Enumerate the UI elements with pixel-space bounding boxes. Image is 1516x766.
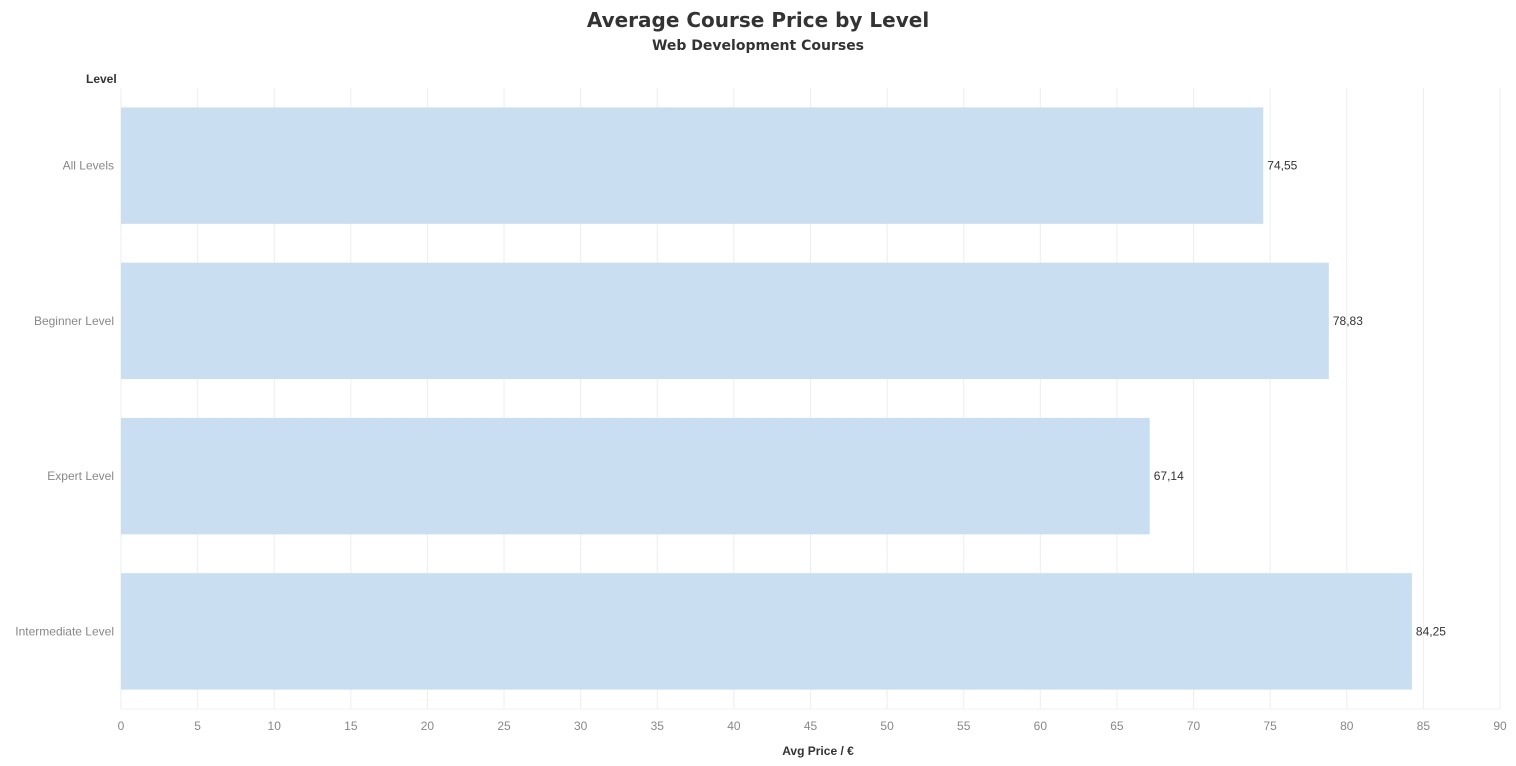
x-tick-label: 0 [118,719,125,733]
x-tick-label: 70 [1187,719,1201,733]
category-labels: All Levels Beginner Level Expert Level Inte… [15,159,114,639]
x-tick-label: 80 [1340,719,1354,733]
bar[interactable] [121,417,1150,535]
x-tick-label: 35 [651,719,665,733]
x-axis-title: Avg Price / € [782,744,854,758]
chart-subtitle: Web Development Courses [651,38,865,54]
bar[interactable] [121,262,1329,380]
y-axis-header: Level [86,72,117,86]
data-labels: 74,55 78,83 67,14 84,25 [1154,159,1447,639]
category-label: Expert Level [47,469,114,483]
data-label: 67,14 [1154,469,1184,483]
x-tick-label: 10 [268,719,282,733]
x-tick-label: 40 [727,719,741,733]
bar[interactable] [121,573,1412,690]
x-tick-label: 50 [880,719,894,733]
bar[interactable] [121,107,1264,224]
data-label: 78,83 [1333,314,1363,328]
x-axis-ticks: 0 5 10 15 20 25 30 35 40 45 50 55 60 65 70 75 80 85 90 [118,719,1507,733]
x-tick-label: 30 [574,719,588,733]
bars [121,107,1412,690]
category-label: Intermediate Level [15,624,114,638]
x-tick-label: 55 [957,719,971,733]
x-tick-label: 85 [1417,719,1431,733]
x-tick-label: 90 [1493,719,1507,733]
data-label: 74,55 [1267,159,1297,173]
x-tick-label: 15 [344,719,358,733]
chart-title: Average Course Price by Level [586,8,930,32]
x-tick-label: 20 [421,719,435,733]
data-label: 84,25 [1416,624,1446,638]
x-tick-label: 45 [804,719,818,733]
x-tick-label: 65 [1110,719,1124,733]
x-tick-label: 60 [1034,719,1048,733]
x-tick-label: 5 [194,719,201,733]
x-tick-label: 25 [497,719,511,733]
category-label: Beginner Level [34,314,114,328]
x-tick-label: 75 [1263,719,1277,733]
category-label: All Levels [63,159,114,173]
